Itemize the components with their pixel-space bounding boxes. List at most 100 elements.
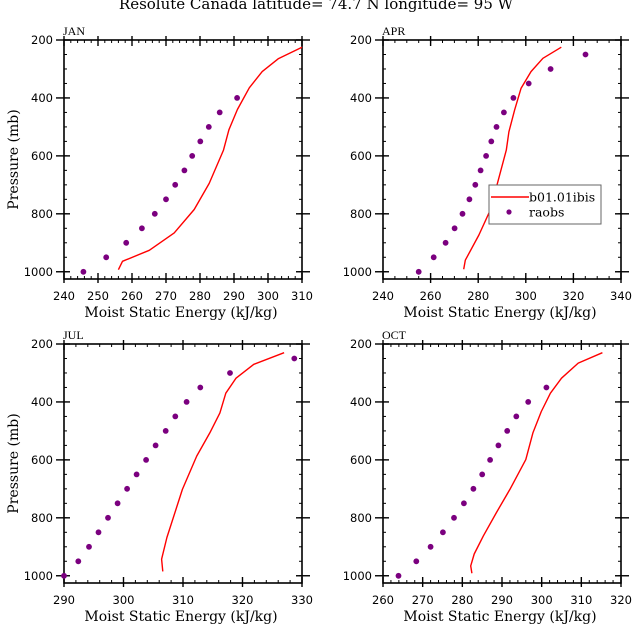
- x-axis-label: Moist Static Energy (kJ/kg): [84, 609, 277, 625]
- panel-label: JAN: [63, 24, 85, 38]
- data-point: [183, 399, 190, 405]
- plot-frame: [63, 343, 303, 584]
- panel-jan: JAN 240 250 260 270 280 290 300 310 200 400 600 800 1…: [6, 24, 313, 321]
- data-point: [395, 572, 402, 579]
- x-tick-label: 240: [372, 289, 394, 303]
- plot-frame: [382, 343, 622, 584]
- data-point: [162, 428, 169, 434]
- x-tick-label: 310: [570, 593, 592, 607]
- x-tick-label: 260: [121, 289, 143, 303]
- y-tick-label: 600: [31, 149, 53, 163]
- x-tick-label: 290: [53, 593, 75, 607]
- x-axis-label: Moist Static Energy (kJ/kg): [403, 609, 596, 625]
- panel-label: APR: [382, 24, 405, 38]
- y-tick-label: 800: [350, 511, 372, 525]
- x-tick-label: 290: [491, 593, 513, 607]
- series-line-b01.01ibis: [463, 46, 562, 270]
- data-point: [461, 500, 467, 507]
- y-tick-label: 600: [31, 453, 53, 467]
- data-point: [451, 225, 458, 232]
- y-tick-label: 1000: [24, 265, 53, 279]
- x-tick-label: 260: [372, 593, 394, 607]
- data-point: [459, 210, 466, 217]
- data-point: [114, 500, 121, 507]
- x-tick-label: 280: [467, 289, 489, 303]
- data-point: [413, 558, 420, 565]
- x-tick-label: 300: [515, 289, 537, 303]
- y-tick-label: 800: [31, 511, 53, 525]
- panel-jul: JUL 290 300 310 320 330 200 400 600 800 1000 Moist …: [6, 328, 313, 625]
- data-point: [86, 543, 92, 550]
- data-point: [493, 124, 500, 130]
- data-point: [510, 95, 517, 101]
- data-point: [451, 514, 457, 521]
- data-point: [415, 268, 422, 275]
- x-tick-label: 280: [189, 289, 211, 303]
- data-point: [205, 124, 212, 130]
- series-points-raobs: [395, 384, 550, 579]
- x-tick-label: 320: [610, 593, 632, 607]
- x-tick-label: 310: [291, 289, 313, 303]
- data-point: [234, 95, 241, 101]
- data-point: [105, 514, 111, 521]
- data-point: [291, 355, 298, 362]
- x-tick-label: 320: [232, 593, 254, 607]
- panel-apr: APR 240 260 280 300 320 340 200 400 600 800 1000 Moi…: [343, 24, 632, 321]
- data-point: [124, 485, 130, 492]
- plot-frame: [382, 39, 622, 280]
- x-tick-label: 250: [87, 289, 109, 303]
- data-point: [163, 196, 169, 203]
- y-tick-label: 400: [350, 91, 372, 105]
- series-line-b01.01ibis: [470, 352, 603, 574]
- series-line-b01.01ibis: [117, 46, 303, 271]
- data-point: [479, 471, 486, 478]
- x-tick-label: 300: [531, 593, 553, 607]
- data-point: [123, 239, 130, 246]
- plot-frame: [63, 39, 303, 280]
- x-tick-label: 340: [610, 289, 632, 303]
- data-point: [427, 543, 434, 550]
- data-point: [466, 196, 473, 203]
- x-tick-label: 260: [420, 289, 442, 303]
- series-points-raobs: [80, 95, 241, 275]
- panel-label: OCT: [382, 328, 407, 342]
- data-point: [442, 239, 449, 246]
- panels: JAN 240 250 260 270 280 290 300 310 200 400 600 800 1…: [6, 24, 632, 625]
- data-point: [143, 457, 150, 463]
- y-tick-label: 200: [31, 337, 53, 351]
- y-tick-label: 600: [350, 453, 372, 467]
- y-tick-label: 800: [350, 207, 372, 221]
- data-point: [61, 572, 67, 579]
- data-point: [525, 399, 532, 405]
- y-tick-label: 1000: [343, 569, 372, 583]
- data-point: [172, 181, 179, 188]
- x-tick-label: 290: [223, 289, 245, 303]
- data-point: [152, 442, 159, 449]
- data-point: [75, 558, 82, 565]
- data-point: [472, 181, 479, 188]
- x-tick-label: 270: [155, 289, 177, 303]
- data-point: [495, 442, 502, 449]
- legend-marker-swatch: [506, 209, 512, 215]
- y-axis-label: Pressure (mb): [6, 109, 22, 209]
- y-tick-label: 200: [350, 337, 372, 351]
- y-axis-label: Pressure (mb): [6, 413, 22, 513]
- data-point: [477, 167, 484, 174]
- data-point: [543, 384, 550, 391]
- data-point: [103, 254, 110, 261]
- legend: b01.01ibis raobs: [488, 184, 602, 225]
- data-point: [133, 471, 140, 478]
- series-line-b01.01ibis: [160, 352, 285, 572]
- legend-label-obs: raobs: [529, 205, 564, 220]
- data-point: [197, 138, 204, 145]
- x-tick-label: 270: [412, 593, 434, 607]
- data-point: [216, 109, 223, 116]
- y-tick-label: 200: [31, 33, 53, 47]
- series-points-raobs: [61, 355, 298, 579]
- data-point: [483, 153, 489, 159]
- x-tick-label: 280: [451, 593, 473, 607]
- data-point: [181, 167, 188, 174]
- x-tick-label: 310: [172, 593, 194, 607]
